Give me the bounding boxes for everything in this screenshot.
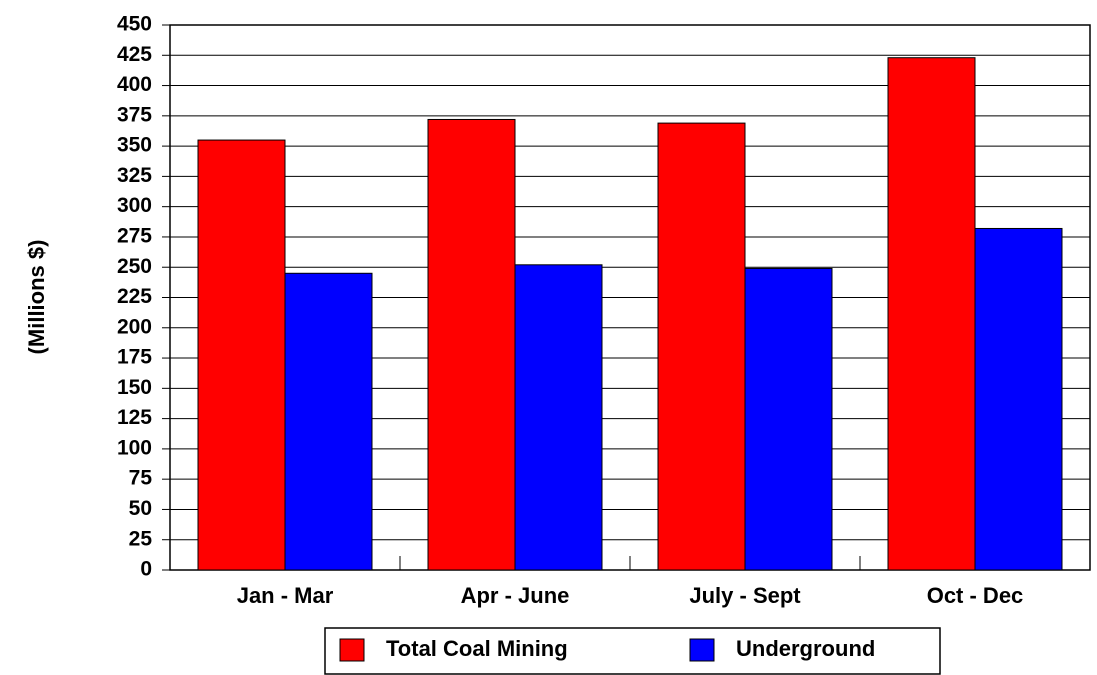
x-tick-label: July - Sept [689,583,801,608]
bar [887,57,976,571]
y-tick-label: 350 [117,134,152,157]
y-tick-label: 50 [129,497,152,520]
y-tick-label: 225 [117,285,152,308]
y-tick-label: 375 [117,103,152,126]
x-tick-label: Jan - Mar [237,583,334,608]
y-tick-label: 100 [117,436,152,459]
legend-label: Total Coal Mining [386,636,568,661]
x-tick-label: Apr - June [461,583,570,608]
y-tick-label: 425 [117,43,152,66]
bar [657,122,746,571]
y-tick-label: 150 [117,376,152,399]
legend-swatch [689,638,715,662]
y-tick-label: 450 [117,13,152,36]
y-tick-label: 125 [117,406,152,429]
y-tick-label: 325 [117,164,152,187]
bar [514,264,603,571]
y-tick-label: 275 [117,224,152,247]
y-tick-label: 75 [129,467,153,490]
legend-label: Underground [736,636,875,661]
bar [974,227,1063,571]
bar [744,267,833,571]
bar [284,272,373,571]
y-tick-label: 300 [117,194,152,217]
y-axis-label: (Millions $) [24,240,49,355]
y-tick-label: 175 [117,346,152,369]
y-tick-label: 400 [117,73,152,96]
y-tick-label: 0 [140,558,152,581]
bar [197,139,286,571]
x-tick-label: Oct - Dec [927,583,1024,608]
y-tick-label: 200 [117,315,152,338]
y-tick-label: 25 [129,527,153,550]
legend-swatch [339,638,365,662]
y-tick-label: 250 [117,255,152,278]
legend [324,627,941,675]
bar [427,118,516,571]
